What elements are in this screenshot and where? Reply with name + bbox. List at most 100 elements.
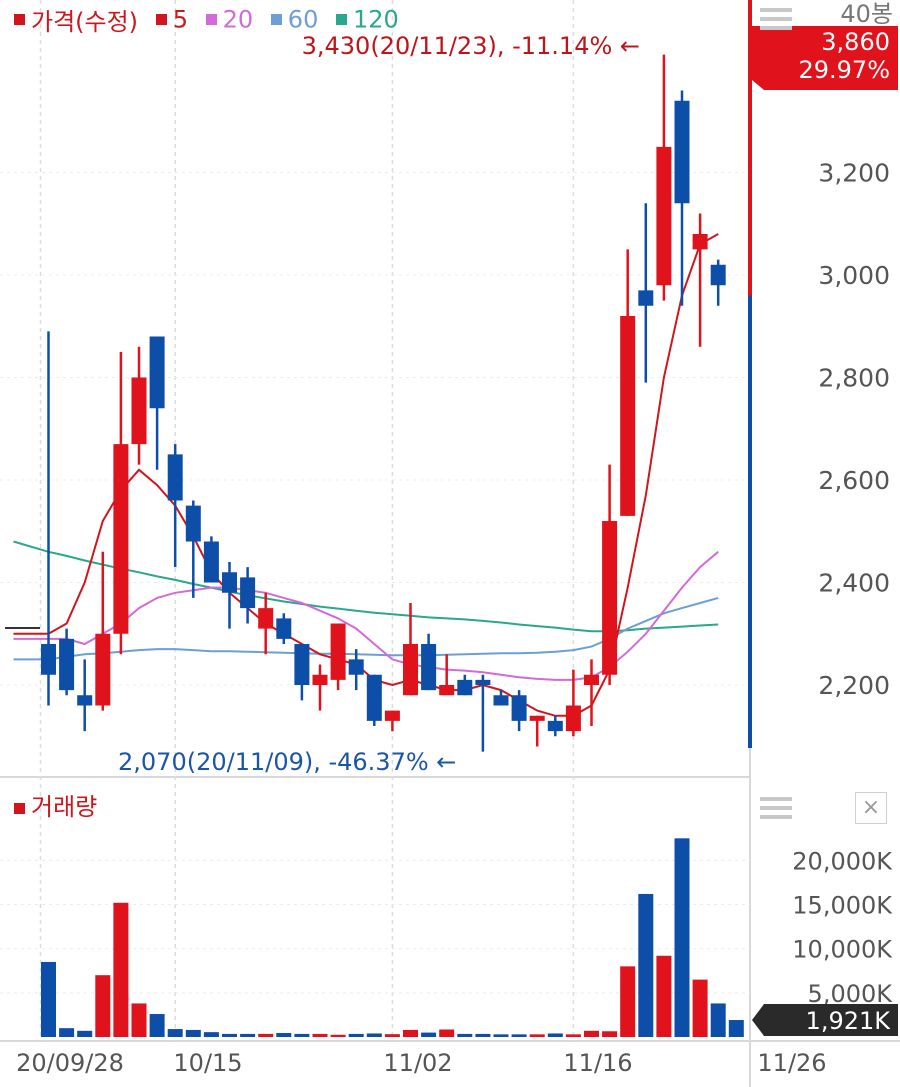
candle-body [674, 100, 690, 204]
current-volume: 1,921K [806, 1007, 892, 1035]
current-price: 3,860 [821, 28, 890, 56]
candle-body [493, 695, 509, 706]
volume-bar [529, 1034, 545, 1037]
candle-body [602, 521, 618, 675]
volume-bar [457, 1033, 473, 1037]
candle-body [41, 644, 56, 675]
volume-bar [131, 1003, 147, 1037]
volume-bar [602, 1031, 618, 1037]
current-volume-tag [752, 1004, 898, 1036]
volume-bar [547, 1033, 563, 1037]
candle-body [638, 290, 654, 306]
volume-bar [312, 1033, 328, 1037]
volume-bar [348, 1033, 364, 1037]
volume-bar [167, 1029, 183, 1037]
candle-body [167, 454, 183, 501]
volume-bar [674, 838, 690, 1037]
candle-body [421, 644, 437, 691]
volume-bar [185, 1029, 201, 1037]
date-tick-label: 11/16 [563, 1049, 632, 1077]
volume-bar [95, 975, 111, 1037]
price-range-bar-up [748, 0, 752, 296]
candle-body [149, 336, 165, 409]
candle-body [77, 695, 93, 706]
candle-body [511, 695, 527, 721]
candle-body [584, 674, 599, 685]
price-tick-label: 3,200 [818, 159, 890, 188]
volume-bar [565, 1034, 581, 1037]
ma20-legend-label: 20 [222, 5, 254, 34]
candle-body [258, 608, 274, 629]
volume-bar [421, 1032, 437, 1037]
price-legend-label: 가격(수정) [31, 8, 139, 36]
candle-body [620, 316, 636, 516]
price-legend: 가격(수정) 5 20 60 120 [12, 2, 399, 37]
volume-bar [656, 955, 672, 1037]
price-legend-swatch [14, 14, 25, 25]
candle-body [529, 715, 545, 721]
candle-body [59, 638, 75, 691]
max-annotation: 3,430(20/11/23), -11.14% ← [302, 32, 640, 60]
volume-legend: 거래량 [12, 787, 97, 822]
volume-bar [113, 902, 129, 1037]
candle-body [203, 541, 219, 583]
period-label: 40봉 [840, 0, 893, 28]
price-tick-label: 2,800 [818, 364, 890, 393]
volume-tick-label: 15,000K [792, 892, 893, 920]
volume-tick-label: 20,000K [792, 847, 893, 875]
volume-bar [149, 1014, 165, 1037]
volume-bar [403, 1029, 418, 1037]
price-tick-label: 3,000 [818, 261, 890, 290]
volume-tick-label: 5,000K [808, 980, 894, 1008]
candle-body [95, 633, 111, 706]
candle-body [692, 234, 708, 250]
volume-bar [638, 893, 654, 1037]
ma60-legend-swatch [270, 14, 282, 25]
price-tick-label: 2,200 [818, 671, 890, 700]
price-tick-label: 2,600 [818, 466, 890, 495]
menu-icon[interactable] [760, 8, 792, 35]
price-range-bar-down [748, 295, 752, 748]
volume-bar [203, 1032, 219, 1037]
candle-body [710, 264, 726, 286]
close-icon[interactable]: × [855, 792, 887, 824]
volume-bar [384, 1034, 400, 1037]
volume-bar [276, 1033, 292, 1037]
volume-bar [710, 1003, 726, 1037]
candle-body [403, 644, 418, 696]
volume-tick-label: 10,000K [792, 936, 893, 964]
volume-bar [330, 1034, 346, 1037]
volume-bar [584, 1030, 599, 1037]
candle-body [366, 674, 382, 721]
candle-body [276, 618, 292, 639]
volume-bar [728, 1020, 744, 1037]
volume-bar [294, 1033, 310, 1037]
volume-bar [240, 1033, 256, 1037]
candle-body [185, 505, 201, 542]
candle-body [348, 659, 364, 675]
volume-bar [475, 1033, 491, 1037]
date-tick-label: 20/09/28 [16, 1049, 124, 1077]
ma5-legend-label: 5 [172, 5, 188, 34]
volume-bar [511, 1034, 527, 1037]
volume-legend-label: 거래량 [31, 793, 98, 821]
volume-bar [41, 961, 56, 1037]
candle-body [113, 444, 129, 634]
menu-icon[interactable] [760, 797, 792, 824]
volume-bar [439, 1029, 455, 1037]
current-price-tag [752, 26, 898, 90]
volume-bar [620, 966, 636, 1037]
candle-body [294, 644, 310, 685]
date-tick-label: 11/02 [383, 1049, 452, 1077]
price-tick-label: 2,400 [818, 569, 890, 598]
min-annotation: 2,070(20/11/09), -46.37% ← [118, 748, 456, 776]
candle-body [439, 685, 455, 696]
candle-body [656, 146, 672, 286]
ma20-legend-swatch [205, 14, 217, 25]
volume-bar [258, 1033, 274, 1037]
candle-body [131, 377, 147, 445]
volume-bar [77, 1030, 93, 1037]
volume-bar [493, 1034, 509, 1037]
volume-bar [222, 1033, 237, 1037]
